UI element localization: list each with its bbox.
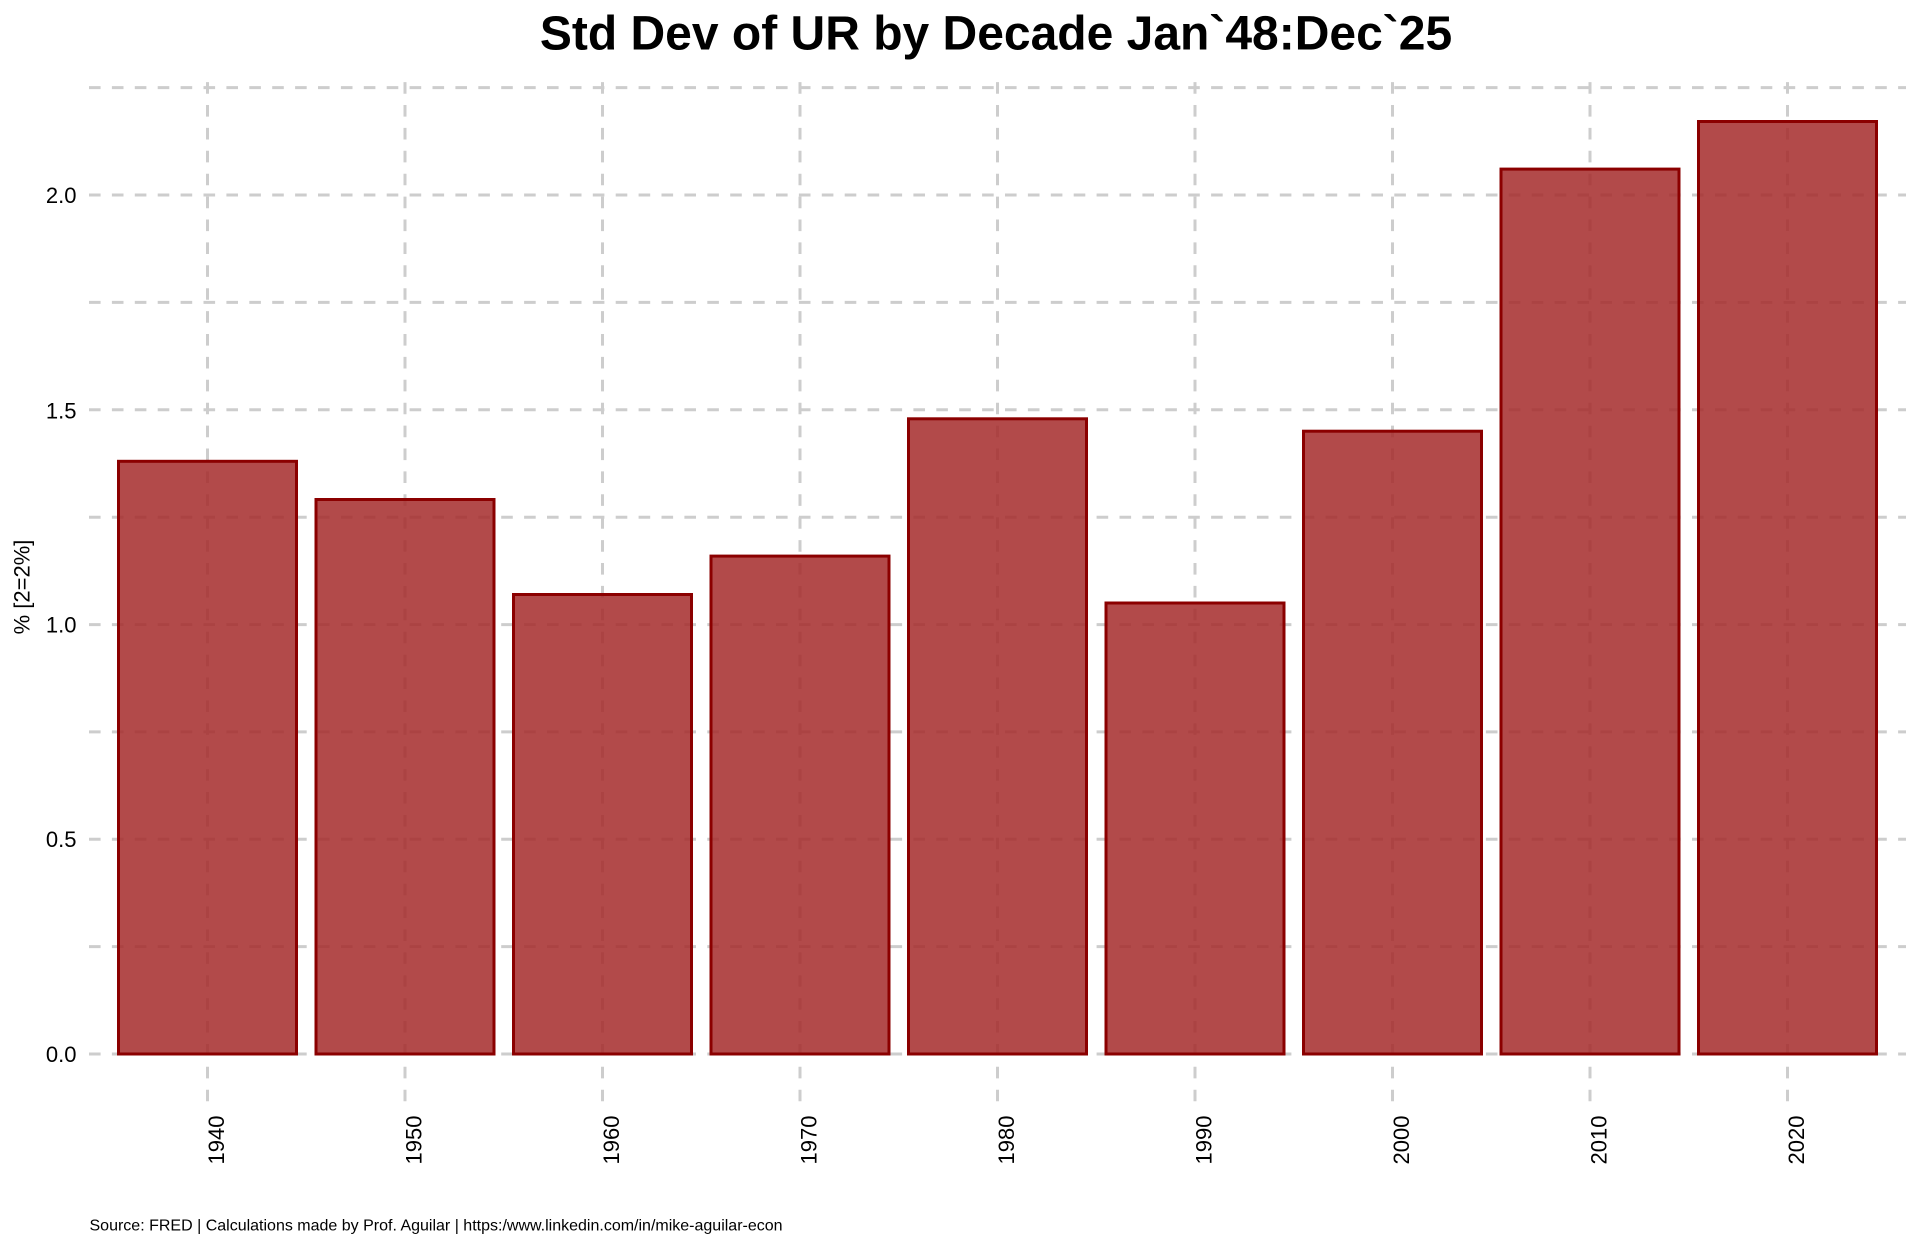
svg-text:0.5: 0.5	[46, 827, 77, 852]
svg-text:1.5: 1.5	[46, 399, 77, 424]
svg-text:Source: FRED | Calculations ma: Source: FRED | Calculations made by Prof…	[90, 1218, 783, 1235]
svg-text:% [2=2%]: % [2=2%]	[10, 540, 35, 635]
svg-text:2000: 2000	[1389, 1116, 1414, 1165]
svg-text:1950: 1950	[401, 1116, 426, 1165]
svg-text:1960: 1960	[599, 1116, 624, 1165]
svg-text:2020: 2020	[1784, 1116, 1809, 1165]
svg-text:1940: 1940	[204, 1116, 229, 1165]
svg-text:1980: 1980	[994, 1116, 1019, 1165]
svg-text:2.0: 2.0	[46, 183, 77, 208]
svg-text:0.0: 0.0	[46, 1042, 77, 1067]
svg-text:1.0: 1.0	[46, 613, 77, 638]
svg-text:2010: 2010	[1586, 1116, 1611, 1165]
svg-text:1990: 1990	[1191, 1116, 1216, 1165]
svg-text:Std Dev of UR by Decade Jan`48: Std Dev of UR by Decade Jan`48:Dec`25	[540, 8, 1452, 61]
svg-text:1970: 1970	[796, 1116, 821, 1165]
